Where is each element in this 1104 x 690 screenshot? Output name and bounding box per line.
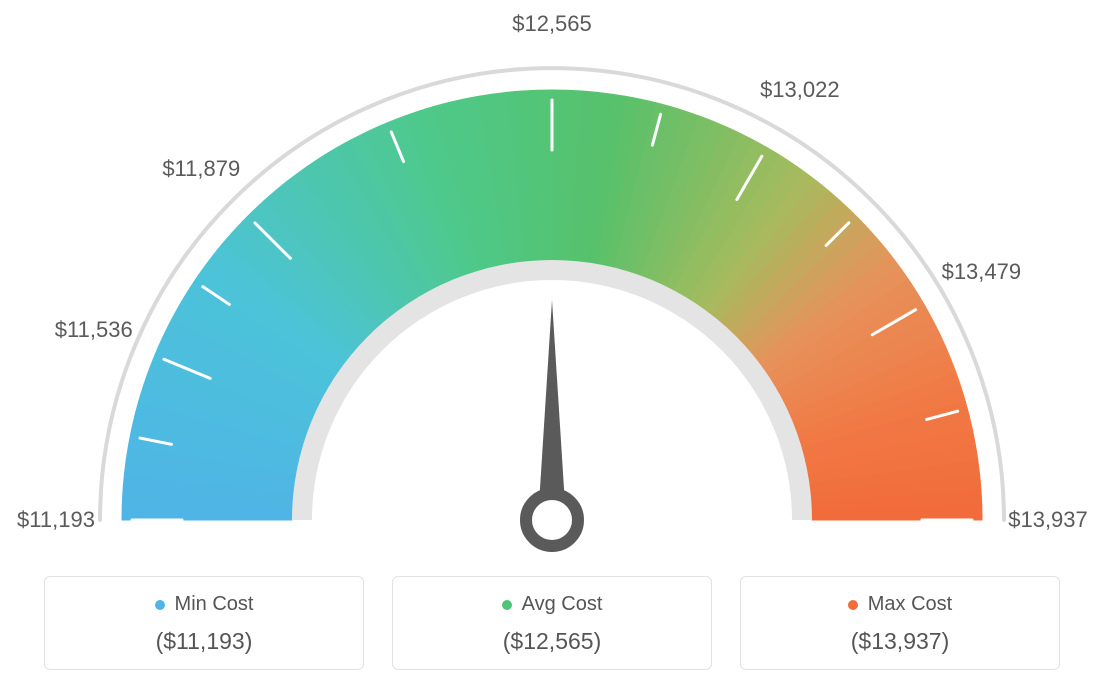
legend-title-text: Avg Cost (522, 593, 603, 616)
gauge-tick-label: $11,193 (17, 507, 95, 533)
gauge-svg (0, 0, 1104, 560)
legend-value-max: ($13,937) (751, 628, 1049, 655)
gauge-tick-label: $13,479 (942, 259, 1022, 285)
legend-card-min: Min Cost ($11,193) (44, 576, 364, 670)
gauge-tick-label: $12,565 (512, 11, 592, 37)
legend-card-avg: Avg Cost ($12,565) (392, 576, 712, 670)
gauge-area: $11,193 $11,536 $11,879 $12,565 $13,022 $13,4… (0, 0, 1104, 560)
cost-gauge-infographic: $11,193 $11,536 $11,879 $12,565 $13,022 $13,4… (0, 0, 1104, 690)
legend-value-min: ($11,193) (55, 628, 353, 655)
legend-title-max: Max Cost (848, 593, 952, 616)
gauge-tick-label: $13,022 (760, 77, 840, 103)
gauge-tick-label: $11,879 (162, 156, 240, 182)
legend-title-avg: Avg Cost (502, 593, 603, 616)
legend-title-min: Min Cost (155, 593, 254, 616)
legend-row: Min Cost ($11,193) Avg Cost ($12,565) Ma… (0, 576, 1104, 670)
legend-title-text: Max Cost (868, 593, 952, 616)
dot-icon (848, 600, 858, 610)
dot-icon (502, 600, 512, 610)
legend-card-max: Max Cost ($13,937) (740, 576, 1060, 670)
legend-title-text: Min Cost (175, 593, 254, 616)
gauge-tick-label: $13,937 (1008, 507, 1088, 533)
legend-value-avg: ($12,565) (403, 628, 701, 655)
dot-icon (155, 600, 165, 610)
gauge-tick-label: $11,536 (55, 317, 133, 343)
